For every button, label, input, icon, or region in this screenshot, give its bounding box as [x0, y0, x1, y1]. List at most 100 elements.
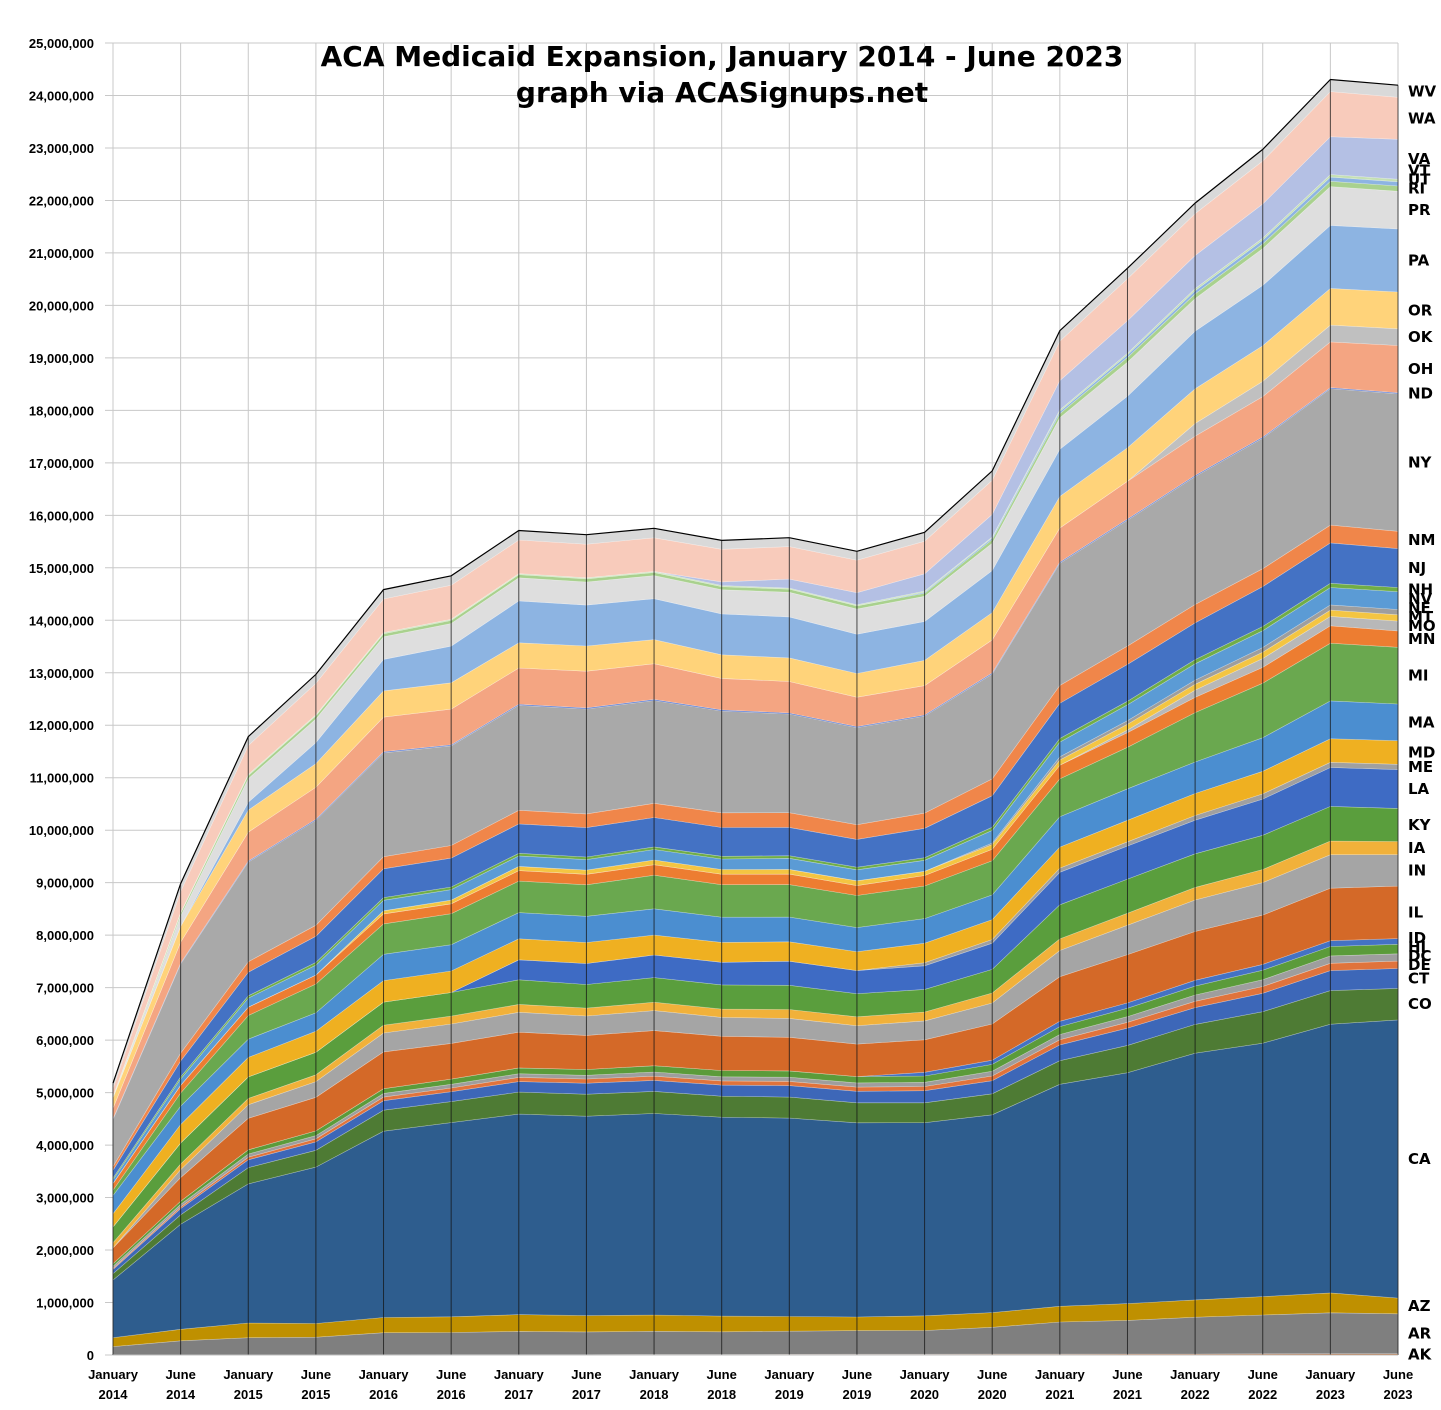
y-tick-label: 7,000,000 — [36, 981, 94, 996]
y-tick-label: 11,000,000 — [30, 771, 94, 786]
series-label-mn: MN — [1408, 630, 1435, 648]
x-tick-label: 2015 — [234, 1387, 263, 1402]
series-label-nh: NH — [1408, 581, 1433, 599]
series-label-mi: MI — [1408, 667, 1429, 685]
x-tick-label: June — [571, 1367, 601, 1382]
x-tick-label: 2021 — [1045, 1387, 1074, 1402]
total-outline — [112, 78, 1399, 1084]
y-tick-label: 9,000,000 — [36, 876, 94, 891]
y-tick-label: 13,000,000 — [29, 666, 94, 681]
series-label-az: AZ — [1408, 1297, 1431, 1315]
chart-title: ACA Medicaid Expansion, January 2014 - J… — [321, 40, 1124, 73]
series-label-ny: NY — [1408, 454, 1433, 472]
x-tick-label: 2022 — [1248, 1387, 1277, 1402]
series-label-ak: AK — [1408, 1345, 1433, 1363]
series-label-in: IN — [1408, 861, 1426, 879]
x-tick-label: 2020 — [978, 1387, 1007, 1402]
y-tick-label: 22,000,000 — [29, 193, 94, 208]
series-label-va: VA — [1408, 150, 1431, 168]
x-tick-label: January — [223, 1367, 274, 1382]
series-label-ia: IA — [1408, 839, 1426, 857]
series-label-nv: NV — [1408, 590, 1433, 608]
x-tick-label: 2015 — [301, 1387, 330, 1402]
series-label-de: DE — [1408, 956, 1431, 974]
x-tick-label: January — [1170, 1367, 1221, 1382]
y-tick-label: 20,000,000 — [29, 298, 94, 313]
series-label-ok: OK — [1408, 328, 1434, 346]
y-tick-label: 25,000,000 — [29, 36, 94, 51]
series-label-ut: UT — [1408, 171, 1431, 189]
series-label-md: MD — [1408, 744, 1435, 762]
series-label-hi: HI — [1408, 938, 1426, 956]
x-tick-label: January — [900, 1367, 951, 1382]
date-vertical-lines — [112, 79, 1399, 1356]
series-label-pa: PA — [1408, 252, 1430, 270]
y-tick-label: 19,000,000 — [29, 351, 94, 366]
series-label-ct: CT — [1408, 969, 1430, 987]
x-tick-label: June — [1248, 1367, 1278, 1382]
y-tick-label: 10,000,000 — [29, 823, 94, 838]
y-tick-label: 17,000,000 — [29, 456, 94, 471]
x-tick-label: June — [842, 1367, 872, 1382]
y-tick-label: 6,000,000 — [36, 1033, 94, 1048]
x-axis-ticks: January 2014 June 2014 January 2015 June 2015 Ja… — [88, 1367, 1413, 1402]
x-tick-label: 2016 — [369, 1387, 398, 1402]
x-tick-label: June — [1383, 1367, 1413, 1382]
series-label-dc: DC — [1408, 947, 1431, 965]
series-label-ma: MA — [1408, 713, 1435, 731]
x-tick-label: January — [494, 1367, 545, 1382]
y-tick-label: 16,000,000 — [29, 508, 94, 523]
y-tick-label: 14,000,000 — [29, 613, 94, 628]
series-label-nm: NM — [1408, 531, 1435, 549]
series-label-nj: NJ — [1408, 559, 1426, 577]
y-tick-label: 5,000,000 — [36, 1086, 94, 1101]
y-tick-label: 15,000,000 — [29, 561, 94, 576]
area-series-group — [112, 78, 1399, 1356]
x-tick-label: January — [1305, 1367, 1356, 1382]
x-tick-label: June — [977, 1367, 1007, 1382]
x-tick-label: January — [359, 1367, 410, 1382]
y-tick-label: 4,000,000 — [36, 1138, 94, 1153]
y-tick-label: 12,000,000 — [29, 718, 94, 733]
chart-subtitle: graph via ACASignups.net — [516, 76, 928, 109]
series-label-pr: PR — [1408, 201, 1431, 219]
x-tick-label: 2016 — [437, 1387, 466, 1402]
series-label-ca: CA — [1408, 1150, 1431, 1168]
x-tick-label: January — [88, 1367, 139, 1382]
x-tick-label: January — [1035, 1367, 1086, 1382]
x-tick-label: January — [764, 1367, 815, 1382]
series-label-oh: OH — [1408, 360, 1433, 378]
series-label-ne: NE — [1408, 599, 1431, 617]
x-tick-label: 2019 — [842, 1387, 871, 1402]
y-tick-label: 18,000,000 — [29, 403, 94, 418]
series-label-wa: WA — [1408, 109, 1436, 127]
series-label-mo: MO — [1408, 617, 1436, 635]
series-label-me: ME — [1408, 758, 1433, 776]
x-tick-label: June — [165, 1367, 195, 1382]
x-tick-label: 2020 — [910, 1387, 939, 1402]
x-tick-label: June — [436, 1367, 466, 1382]
x-tick-label: 2023 — [1316, 1387, 1345, 1402]
x-tick-label: June — [707, 1367, 737, 1382]
x-tick-label: 2019 — [775, 1387, 804, 1402]
x-tick-label: 2014 — [99, 1387, 129, 1402]
x-tick-label: January — [629, 1367, 680, 1382]
x-tick-label: 2018 — [640, 1387, 669, 1402]
x-tick-label: 2017 — [572, 1387, 601, 1402]
x-tick-label: 2021 — [1113, 1387, 1142, 1402]
y-tick-label: 2,000,000 — [36, 1243, 94, 1258]
y-tick-label: 1,000,000 — [36, 1296, 94, 1311]
series-label-il: IL — [1408, 903, 1424, 921]
y-tick-label: 8,000,000 — [36, 928, 94, 943]
y-tick-label: 21,000,000 — [29, 246, 94, 261]
series-label-ky: KY — [1408, 816, 1432, 834]
x-tick-label: 2022 — [1181, 1387, 1210, 1402]
series-label-wv: WV — [1408, 82, 1437, 100]
series-label-la: LA — [1408, 780, 1430, 798]
series-label-ar: AR — [1408, 1325, 1432, 1343]
x-tick-label: 2017 — [504, 1387, 533, 1402]
x-tick-label: 2014 — [166, 1387, 196, 1402]
y-tick-label: 23,000,000 — [29, 141, 94, 156]
